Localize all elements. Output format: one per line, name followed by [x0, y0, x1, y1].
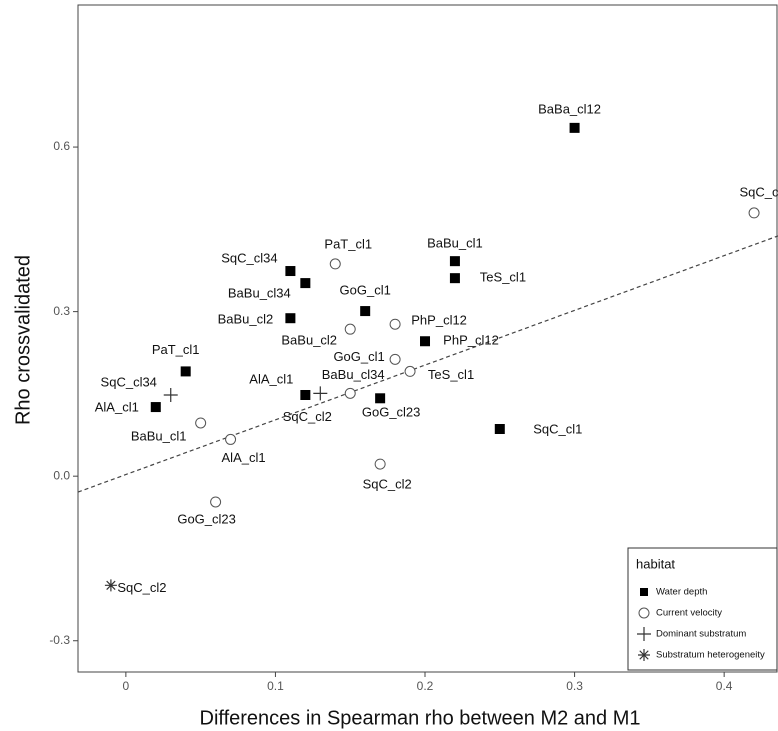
point [104, 579, 117, 592]
point-label: PaT_cl1 [324, 236, 372, 251]
legend-label: Substratum heterogeneity [656, 650, 765, 661]
point [163, 387, 178, 402]
legend-marker [640, 588, 648, 596]
point-label: BaBu_cl2 [218, 312, 274, 327]
trend-line [77, 235, 778, 493]
point-label: AlA_cl1 [249, 371, 293, 386]
point [374, 458, 386, 470]
point [569, 122, 580, 133]
point [748, 207, 760, 219]
x-tick-label: 0.4 [716, 679, 733, 693]
point [344, 387, 356, 399]
point-label: PaT_cl1 [152, 342, 200, 357]
y-tick-label: 0.0 [53, 468, 70, 482]
point-label: SqC_cl1 [739, 184, 778, 199]
legend-label: Water depth [656, 587, 707, 598]
point-label: SqC_cl2 [117, 580, 166, 595]
point [210, 496, 222, 508]
point-label: GoG_cl23 [362, 405, 421, 420]
point [285, 313, 296, 324]
point-label: TeS_cl1 [428, 367, 474, 382]
point-label: GoG_cl1 [333, 349, 384, 364]
x-tick-label: 0.1 [267, 679, 284, 693]
point-label: SqC_cl2 [283, 409, 332, 424]
point-label: TeS_cl1 [480, 270, 526, 285]
legend-label: Current velocity [656, 608, 722, 619]
point [300, 278, 311, 289]
point [344, 323, 356, 335]
legend-marker [638, 607, 650, 619]
point [225, 433, 237, 445]
point [195, 417, 207, 429]
x-tick-label: 0.3 [566, 679, 583, 693]
point-label: AlA_cl1 [95, 400, 139, 415]
point [150, 402, 161, 413]
point [420, 336, 431, 347]
point-label: SqC_cl34 [221, 250, 277, 265]
point-label: BaBa_cl12 [538, 101, 601, 116]
legend-title: habitat [636, 556, 675, 571]
point [180, 366, 191, 377]
point-label: BaBu_cl1 [427, 236, 483, 251]
point [329, 258, 341, 270]
point [494, 424, 505, 435]
y-axis-label: Rho crossvalidated [12, 255, 34, 425]
legend-box [627, 547, 778, 671]
point [449, 256, 460, 267]
point-label: GoG_cl1 [340, 283, 391, 298]
point-label: GoG_cl23 [177, 511, 236, 526]
y-tick-label: -0.3 [49, 633, 70, 647]
point [360, 306, 371, 317]
legend-marker [637, 627, 651, 641]
legend-label: Dominant substratum [656, 629, 746, 640]
point-label: BaBu_cl34 [228, 286, 291, 301]
y-tick-label: 0.3 [53, 304, 70, 318]
point [313, 386, 328, 401]
point-label: BaBu_cl2 [281, 333, 337, 348]
point [449, 273, 460, 284]
y-tick-label: 0.6 [53, 139, 70, 153]
point [285, 266, 296, 277]
x-tick-label: 0.2 [417, 679, 434, 693]
point-label: BaBu_cl34 [322, 367, 385, 382]
legend-marker [638, 649, 650, 661]
point-label: PhP_cl12 [411, 313, 467, 328]
point [300, 389, 311, 400]
point-label: PhP_cl12 [443, 333, 499, 348]
point [404, 365, 416, 377]
point [375, 393, 386, 404]
point-label: BaBu_cl1 [131, 428, 187, 443]
plot-frame [77, 4, 778, 673]
point [389, 353, 401, 365]
x-axis-label: Differences in Spearman rho between M2 a… [200, 707, 641, 729]
point-label: SqC_cl34 [101, 374, 157, 389]
point-label: AlA_cl1 [222, 450, 266, 465]
point-label: SqC_cl1 [533, 421, 582, 436]
point-label: SqC_cl2 [363, 477, 412, 492]
point [389, 318, 401, 330]
x-tick-label: 0 [123, 679, 130, 693]
